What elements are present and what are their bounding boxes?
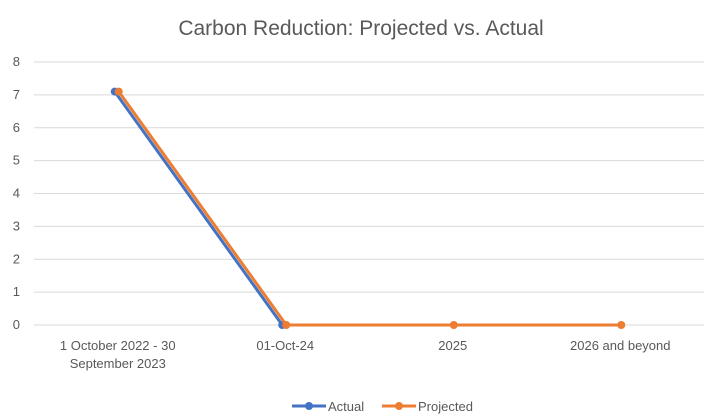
- y-tick-label: 2: [13, 251, 20, 266]
- legend-label: Projected: [418, 399, 473, 414]
- y-tick-label: 5: [13, 153, 20, 168]
- series-actual: [110, 87, 287, 329]
- y-tick-label: 8: [13, 54, 20, 69]
- x-tick-label: 2026 and beyond: [570, 338, 670, 353]
- legend-item: Projected: [382, 399, 473, 414]
- legend-swatch-marker: [305, 402, 313, 410]
- x-tick-label: 01-Oct-24: [256, 338, 314, 353]
- x-tick-label-line: 2026 and beyond: [570, 338, 670, 353]
- series-lines: [110, 87, 626, 329]
- series-line: [113, 90, 284, 327]
- x-tick-label-line: 1 October 2022 - 30: [60, 338, 176, 353]
- series-line: [117, 90, 623, 327]
- x-tick-label: 1 October 2022 - 30 September 2023: [60, 338, 176, 371]
- x-tick-label-line: September 2023: [70, 356, 166, 371]
- x-axis-ticks: 1 October 2022 - 30 September 2023 01-Oct-…: [60, 338, 671, 371]
- gridlines: [34, 61, 704, 326]
- y-tick-label: 4: [13, 186, 20, 201]
- legend-swatch-marker: [395, 402, 403, 410]
- y-tick-label: 6: [13, 120, 20, 135]
- legend-item: Actual: [292, 399, 364, 414]
- data-point: [282, 321, 291, 329]
- data-point: [449, 321, 458, 329]
- legend: Actual Projected: [292, 399, 473, 414]
- x-tick-label: 2025: [438, 338, 467, 353]
- chart-title: Carbon Reduction: Projected vs. Actual: [178, 17, 543, 40]
- y-tick-label: 7: [13, 87, 20, 102]
- y-axis-ticks: 0 1 2 3 4 5 6 7 8: [13, 54, 20, 332]
- data-point: [114, 87, 123, 96]
- legend-label: Actual: [328, 399, 364, 414]
- series-projected: [114, 87, 626, 329]
- y-tick-label: 1: [13, 284, 20, 299]
- y-tick-label: 0: [13, 317, 20, 332]
- x-tick-label-line: 2025: [438, 338, 467, 353]
- y-tick-label: 3: [13, 218, 20, 233]
- x-tick-label-line: 01-Oct-24: [256, 338, 314, 353]
- data-point: [617, 321, 626, 329]
